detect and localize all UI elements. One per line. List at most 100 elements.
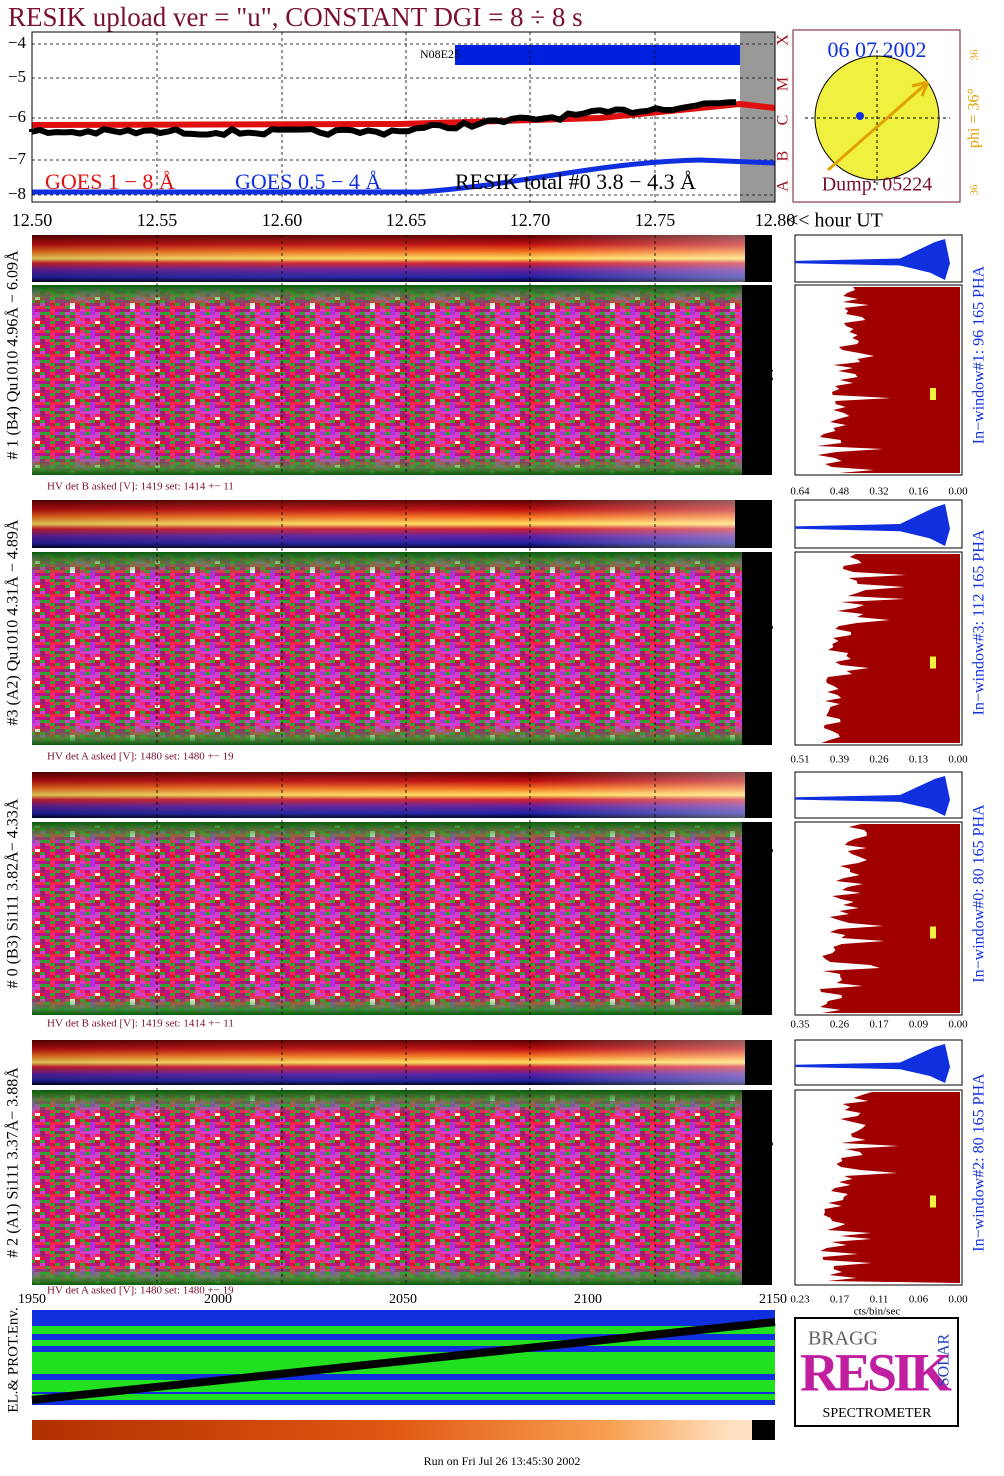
window-label: In−window#0: 80 165 PHA [971, 804, 988, 983]
pha-tick-label: 0.26 [869, 754, 889, 766]
pha-tick-label: 0.11 [870, 1294, 889, 1306]
env-band [32, 1340, 775, 1346]
spectrogram-edge [32, 552, 742, 745]
time-tick-label: 12.80 [755, 210, 796, 230]
histogram-marker [930, 388, 936, 400]
hv-label: HV det A asked [V]: 1480 set: 1480 +− 19 [47, 751, 234, 763]
pha-tick-label: 0.00 [948, 486, 968, 498]
pha-tick-label: 0.17 [869, 1019, 889, 1031]
pha-tick-label: 0.00 [948, 1294, 968, 1306]
env-bar-dead [752, 1420, 775, 1440]
window-label: In−window#3: 112 165 PHA [971, 529, 988, 715]
goes-short-curve [32, 157, 776, 195]
line-ids: SXV, Si Lyβ, SiXIII [757, 315, 774, 444]
detector-label: # 0 (B3) Si111 3.82Å− 4.33Å [4, 798, 22, 988]
logo-text: SPECTROMETER [823, 1406, 933, 1421]
pha-tick-label: 0.13 [909, 754, 929, 766]
pha-tick-label: 0.06 [909, 1294, 929, 1306]
strip-shade [32, 500, 735, 548]
pha-shape [795, 504, 950, 546]
strip-dead [745, 772, 772, 818]
logo-resik: RESIK [800, 1342, 952, 1402]
goes-frame [31, 31, 776, 203]
sun-arrow [827, 80, 929, 172]
phi-label: phi = 36° [966, 88, 983, 148]
spectrogram-edge [32, 822, 742, 1015]
phi-small: 36 [969, 49, 981, 61]
line-ids: Ar XVIIw, SXV 1s−np [757, 844, 774, 992]
detector-label: # 2 (A1) Si111 3.37Å− 3.88Å [4, 1067, 22, 1258]
time-tick-label: 12.75 [635, 210, 676, 230]
pha-tick-label: 0.48 [830, 486, 850, 498]
strip-dead [745, 235, 772, 282]
env-band [32, 1326, 775, 1334]
time-unit: << hour UT [787, 210, 883, 232]
env-bar [32, 1420, 752, 1440]
spectrogram-dead [742, 552, 772, 745]
time-tick-label: 12.60 [262, 210, 303, 230]
pha-tick-label: 0.00 [948, 754, 968, 766]
line-ids: S XVI Lya [757, 614, 774, 683]
pha-unit: cts/bin/sec [854, 1306, 901, 1318]
pha-tick-label: 0.39 [830, 754, 850, 766]
window-label: In−window#2: 80 165 PHA [971, 1073, 988, 1252]
time-tick-label: 12.70 [510, 210, 551, 230]
y-tick-label: −6 [8, 107, 26, 126]
histogram-marker [930, 1195, 936, 1208]
bin-tick-label: 2100 [574, 1292, 602, 1307]
legend-entry: GOES 0.5 − 4 Å [235, 169, 381, 194]
sun-dump: Dump: 05224 [822, 174, 933, 196]
strip-shade [32, 235, 745, 282]
y-tick-label: −4 [8, 33, 27, 52]
spectrogram-edge [32, 1090, 742, 1285]
y-tick-label: −7 [8, 149, 27, 168]
pha-shape [795, 776, 950, 816]
detector-label: # 1 (B4) Qu1010 4.96Å − 6.09Å [4, 250, 22, 459]
pha-tick-label: 0.35 [790, 1019, 810, 1031]
strip-dead [745, 1040, 772, 1085]
env-label: EL.& PROT.Env. [5, 1307, 21, 1412]
spectrogram-edge [32, 285, 742, 475]
flare-bar [455, 45, 740, 65]
class-letter: A [775, 180, 792, 192]
histogram [820, 1092, 960, 1283]
histogram [820, 824, 960, 1013]
spectrogram-dead [742, 285, 772, 475]
pha-tick-label: 0.51 [790, 754, 809, 766]
flare-position [856, 112, 864, 120]
bin-tick-label: 2150 [759, 1292, 787, 1307]
logo-solar: SOLAR [936, 1333, 953, 1386]
strip-shade [32, 1040, 745, 1085]
time-tick-label: 12.65 [386, 210, 427, 230]
logo-bragg: BRAGG [808, 1328, 878, 1350]
bin-tick-label: 2000 [204, 1292, 232, 1307]
class-letter: C [775, 115, 792, 126]
pha-tick-label: 0.09 [909, 1019, 929, 1031]
flare-band [740, 32, 775, 202]
legend-entry: RESIK total #0 3.8 − 4.3 Å [455, 169, 696, 194]
pha-shape [795, 1044, 950, 1083]
env-band [32, 1394, 775, 1400]
histogram [821, 554, 960, 743]
pha-tick-label: 0.32 [869, 486, 888, 498]
time-tick-label: 12.50 [12, 210, 53, 230]
logo-frame [794, 1317, 959, 1427]
pha-tick-label: 0.64 [790, 486, 810, 498]
bin-tick-label: 1950 [18, 1292, 46, 1307]
histogram-marker [930, 926, 936, 939]
hv-label: HV det B asked [V]: 1419 set: 1414 +− 11 [47, 1018, 234, 1030]
y-tick-label: −8 [8, 184, 26, 203]
hv-label: HV det B asked [V]: 1419 set: 1414 +− 11 [47, 481, 234, 493]
pha-tick-label: 0.17 [830, 1294, 850, 1306]
histogram-marker [930, 656, 936, 669]
spectrogram-dead [742, 1090, 772, 1285]
resik-curve [29, 99, 737, 139]
detector-label: #3 (A2) Qu1010 4.31Å − 4.89Å [4, 519, 22, 725]
class-letter: M [775, 77, 792, 91]
line-ids: K XVIIIw Ar Lya [757, 1130, 774, 1244]
strip-shade [32, 772, 745, 818]
env-track [31, 1318, 776, 1404]
footer: Run on Fri Jul 26 13:45:30 2002 [424, 1454, 581, 1468]
pha-tick-label: 0.00 [948, 1019, 968, 1031]
